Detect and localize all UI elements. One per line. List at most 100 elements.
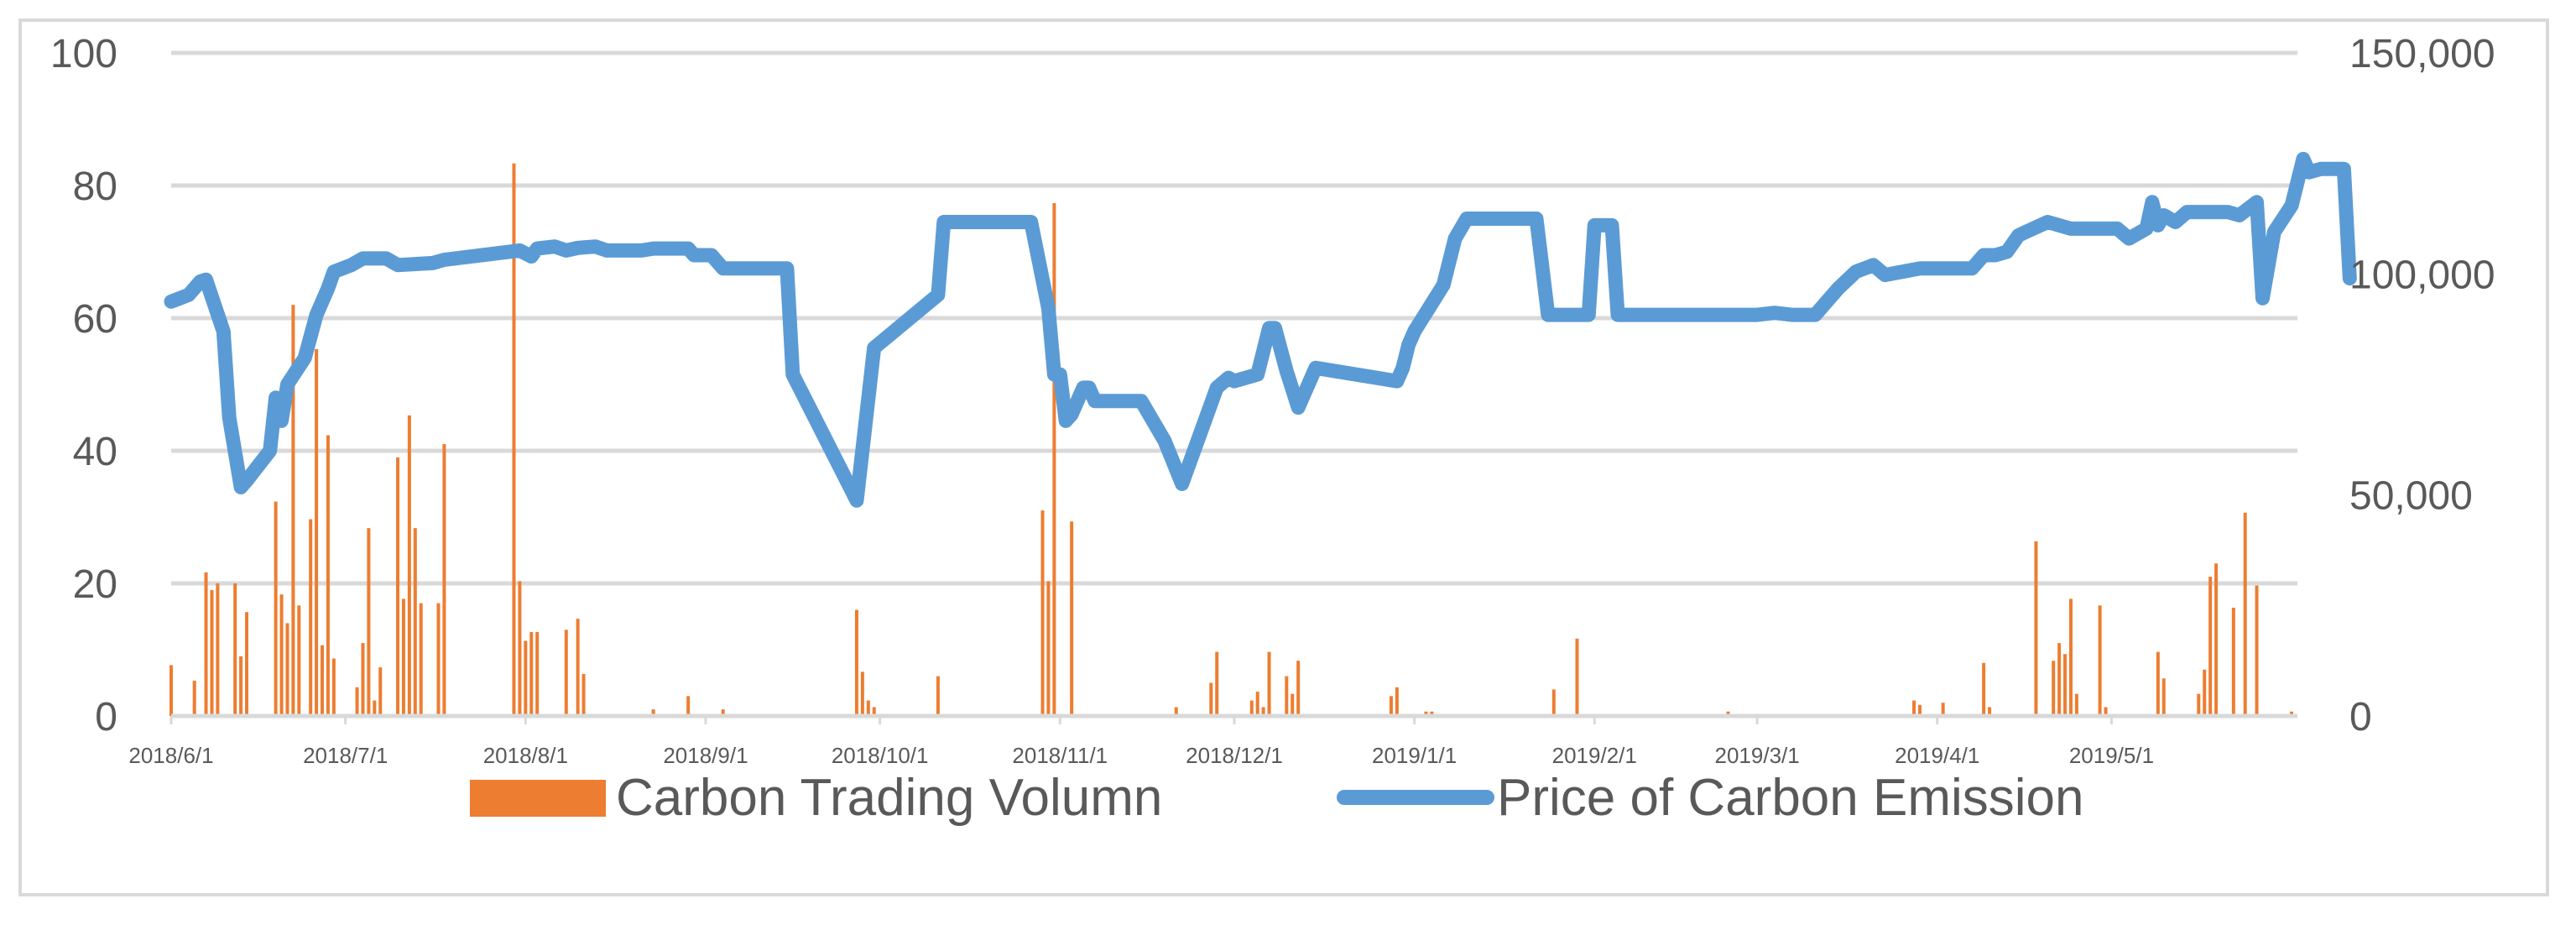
price-line: [164, 151, 2357, 508]
volume-bar: [2290, 711, 2294, 716]
volume-bar: [245, 612, 249, 716]
volume-bar: [581, 673, 586, 716]
volume-bar: [2231, 607, 2235, 716]
legend: Carbon Trading Volumn Price of Carbon Em…: [470, 769, 2084, 827]
volume-bar: [860, 672, 864, 716]
volume-bar: [576, 619, 580, 716]
left-axis-tick-label: 20: [73, 562, 117, 607]
x-axis-tick-label: 2019/4/1: [1895, 743, 1979, 768]
volume-bar: [2156, 651, 2160, 716]
volume-bar: [291, 305, 295, 716]
x-axis-tick-label: 2018/9/1: [663, 743, 748, 768]
volume-bar: [1052, 203, 1056, 717]
volume-bar: [564, 630, 568, 716]
volume-bar: [1575, 638, 1579, 716]
volume-bar: [285, 623, 289, 716]
volume-bar: [361, 643, 365, 716]
volume-bar: [204, 572, 208, 716]
volume-bar: [1209, 682, 1213, 716]
volume-bar: [1215, 651, 1219, 716]
volume-bar: [2034, 541, 2038, 716]
x-axis-tick-label: 2019/5/1: [2069, 743, 2154, 768]
volume-bar: [326, 435, 330, 716]
volume-bar: [854, 609, 858, 716]
volume-bar: [2203, 669, 2207, 716]
x-axis-tick-label: 2019/1/1: [1372, 743, 1457, 768]
volume-bar: [866, 700, 870, 716]
volume-bar: [401, 598, 405, 716]
legend-bar-swatch: [470, 780, 606, 817]
volume-bar: [297, 605, 301, 716]
volume-bar: [651, 709, 655, 716]
left-axis-tick-label: 40: [73, 430, 117, 474]
volume-bar: [2068, 598, 2073, 716]
volume-bar: [1285, 676, 1289, 716]
volume-bar: [1982, 662, 1986, 716]
volume-bar: [1174, 707, 1178, 716]
left-axis-tick-label: 0: [95, 695, 117, 739]
volume-bar: [2161, 678, 2166, 716]
volume-bar: [1267, 651, 1271, 716]
volume-bar: [367, 528, 371, 716]
volume-bar: [1988, 707, 1992, 716]
volume-bar: [169, 665, 173, 716]
line-series: [164, 151, 2357, 508]
volume-bar: [2098, 605, 2102, 716]
volume-bar: [1424, 711, 1428, 716]
gridlines: [171, 50, 2297, 586]
volume-bar: [1261, 707, 1265, 716]
volume-bar: [239, 656, 243, 716]
volume-bar: [2057, 643, 2062, 716]
legend-bar-label: Carbon Trading Volumn: [616, 769, 1162, 827]
volume-bar: [2197, 693, 2201, 716]
x-axis-tick-label: 2018/12/1: [1186, 743, 1283, 768]
bar-series: [169, 163, 2294, 717]
volume-bar: [1917, 704, 1922, 716]
volume-bar: [1046, 581, 1051, 716]
right-axis-tick-label: 0: [2349, 695, 2372, 739]
volume-bar: [529, 631, 534, 716]
volume-bar: [1070, 521, 1074, 716]
volume-bar: [1395, 687, 1399, 716]
volume-bar: [524, 640, 528, 716]
volume-bar: [309, 519, 313, 716]
volume-bar: [2214, 563, 2219, 716]
volume-bar: [1249, 700, 1254, 716]
x-axis-tick-label: 2018/11/1: [1012, 743, 1108, 768]
right-axis-tick-label: 50,000: [2349, 474, 2473, 519]
volume-bar: [512, 163, 516, 716]
volume-bar: [321, 645, 325, 716]
volume-bar: [279, 594, 284, 716]
axes: 0 20 40 60 80 100 0 50,000 100,000 150,000 2018/6/…: [50, 32, 2495, 768]
volume-bar: [1296, 661, 1301, 716]
left-axis-tick-label: 60: [73, 297, 117, 342]
volume-bar: [2255, 585, 2259, 716]
x-axis-tick-label: 2019/2/1: [1552, 743, 1637, 768]
volume-bar: [1389, 696, 1393, 716]
volume-bar: [419, 603, 423, 716]
volume-bar: [274, 501, 278, 716]
volume-bar: [1551, 689, 1556, 716]
volume-bar: [721, 709, 725, 716]
volume-bar: [2074, 693, 2078, 716]
volume-bar: [686, 696, 691, 716]
volume-bar: [210, 589, 214, 716]
volume-bar: [355, 687, 359, 716]
x-axis-tick-label: 2018/8/1: [483, 743, 568, 768]
volume-bar: [1291, 693, 1295, 716]
x-axis-tick-label: 2019/3/1: [1715, 743, 1800, 768]
volume-bar: [233, 583, 237, 716]
volume-bar: [442, 444, 446, 716]
right-axis-tick-label: 150,000: [2349, 32, 2495, 76]
volume-bar: [518, 581, 522, 716]
left-axis-tick-label: 80: [73, 165, 117, 209]
volume-bar: [2052, 661, 2056, 716]
volume-bar: [2104, 707, 2108, 716]
volume-bar: [315, 348, 319, 716]
volume-bar: [1040, 510, 1045, 716]
volume-bar: [535, 631, 540, 716]
volume-bar: [872, 707, 876, 716]
right-axis-tick-label: 100,000: [2349, 253, 2495, 297]
volume-bar: [2208, 577, 2213, 716]
